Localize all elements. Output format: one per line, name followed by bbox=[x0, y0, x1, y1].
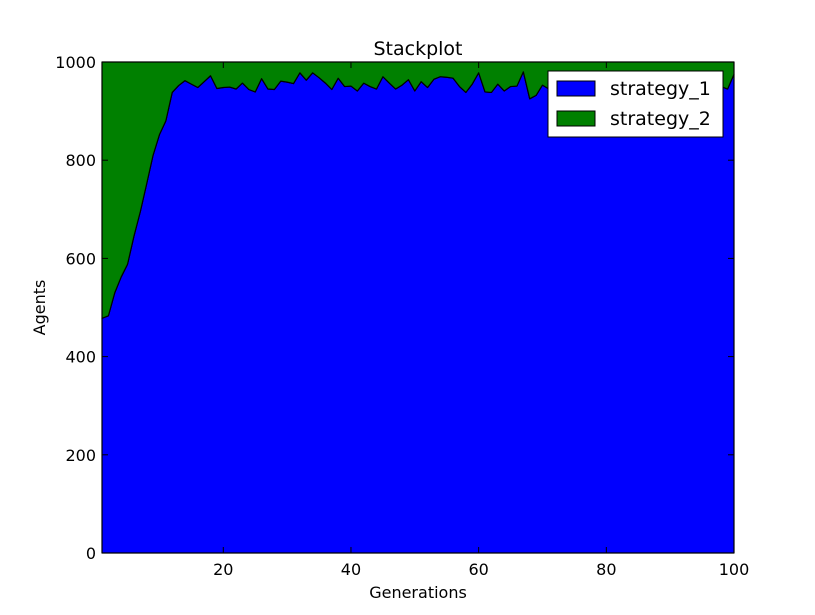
area-strategy-1 bbox=[101, 71, 735, 554]
x-axis-label: Generations bbox=[369, 583, 467, 602]
legend-label-strategy-2: strategy_2 bbox=[610, 108, 711, 130]
y-tick-label: 400 bbox=[65, 348, 96, 367]
y-tick-label: 200 bbox=[65, 446, 96, 465]
y-tick-label: 0 bbox=[86, 544, 96, 563]
x-tick-label: 20 bbox=[213, 560, 233, 579]
legend: strategy_1 strategy_2 bbox=[547, 70, 724, 138]
legend-label-strategy-1: strategy_1 bbox=[610, 78, 711, 100]
plot-frame bbox=[101, 61, 735, 554]
legend-swatch-strategy-1 bbox=[556, 80, 596, 97]
x-tick-label: 100 bbox=[719, 560, 750, 579]
chart-title: Stackplot bbox=[373, 38, 462, 60]
x-tick-label: 80 bbox=[596, 560, 616, 579]
y-axis-label: Agents bbox=[30, 280, 49, 336]
legend-swatch-strategy-2 bbox=[556, 110, 596, 127]
y-tick-label: 1000 bbox=[55, 53, 96, 72]
x-tick-label: 60 bbox=[468, 560, 488, 579]
x-tick-label: 40 bbox=[341, 560, 361, 579]
y-tick-label: 600 bbox=[65, 249, 96, 268]
y-tick-label: 800 bbox=[65, 151, 96, 170]
